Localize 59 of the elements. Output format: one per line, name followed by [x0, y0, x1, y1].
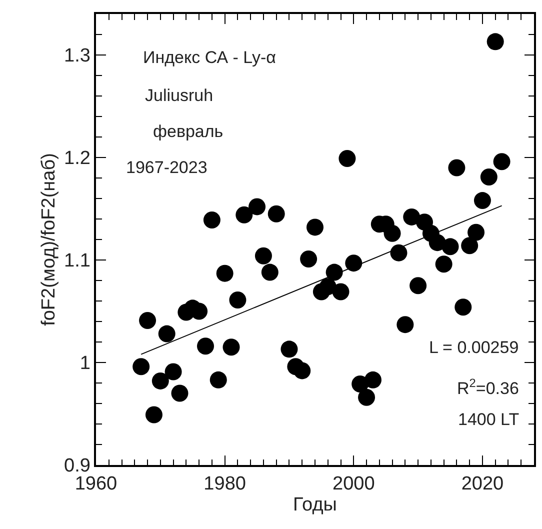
y-axis-title: foF2(мод)/foF2(наб) — [38, 153, 60, 326]
point — [332, 283, 350, 300]
point — [384, 224, 401, 242]
point — [358, 388, 376, 406]
y-tick-label: 1.3 — [64, 46, 90, 67]
point — [254, 247, 272, 264]
y-tick-label: 1.1 — [64, 250, 90, 272]
point — [338, 150, 356, 168]
point — [248, 198, 266, 216]
point — [364, 371, 382, 388]
point — [345, 254, 362, 272]
point — [203, 212, 220, 229]
x-tick-label: 1980 — [204, 474, 246, 495]
point — [294, 362, 311, 380]
y-tick-label: 1 — [80, 353, 90, 374]
x-axis-title: Годы — [293, 494, 337, 516]
point — [486, 33, 504, 50]
point — [306, 218, 324, 236]
annotation: Juliusruh — [145, 86, 214, 105]
point — [236, 206, 253, 224]
point — [216, 264, 234, 282]
point — [396, 316, 414, 334]
point — [468, 224, 485, 241]
point — [435, 256, 452, 273]
point — [461, 237, 478, 254]
point — [300, 250, 318, 268]
point — [145, 406, 162, 424]
point — [171, 384, 188, 402]
annotation: L = 0.00259 — [429, 338, 519, 357]
x-tick-label: 2020 — [461, 474, 504, 495]
point — [132, 358, 150, 376]
annotation: R$^{2}$=0.36 — [457, 376, 519, 398]
point — [448, 159, 466, 176]
annotation: 1400 LT — [458, 410, 520, 429]
point — [158, 325, 176, 342]
annotation: февраль — [153, 122, 224, 141]
point — [474, 192, 491, 210]
point — [280, 340, 298, 358]
y-tick-label: 1.2 — [64, 148, 90, 170]
point — [164, 363, 182, 380]
point — [410, 277, 427, 294]
x-tick-label: 2000 — [332, 474, 375, 495]
point — [480, 168, 498, 186]
point — [403, 208, 420, 226]
point — [268, 205, 285, 222]
annotation: 1967-2023 — [126, 158, 208, 177]
point — [197, 338, 214, 355]
point — [454, 298, 472, 316]
point — [152, 372, 169, 390]
point — [222, 338, 240, 356]
annotation: Индекс СА - Ly-α — [143, 48, 276, 67]
point — [210, 371, 227, 388]
point — [390, 244, 408, 262]
point — [261, 264, 278, 281]
point — [229, 291, 246, 308]
point — [493, 153, 510, 170]
point — [326, 264, 343, 281]
point — [442, 238, 459, 256]
point — [139, 312, 156, 329]
